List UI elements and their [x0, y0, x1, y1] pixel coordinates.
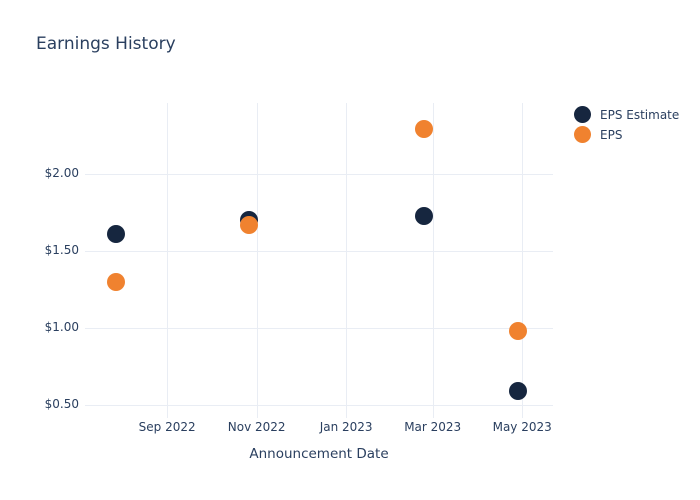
data-point-eps-estimate[interactable] [508, 382, 527, 401]
x-gridline [167, 103, 169, 418]
data-point-eps[interactable] [414, 120, 433, 139]
y-gridline [85, 404, 553, 406]
y-tick-label: $1.50 [44, 243, 79, 258]
data-point-eps[interactable] [240, 215, 259, 234]
y-gridline [85, 327, 553, 329]
legend: EPS Estimate EPS [574, 106, 679, 146]
plot-area [85, 103, 553, 418]
data-point-eps[interactable] [508, 322, 527, 340]
data-point-eps-estimate[interactable] [414, 206, 433, 225]
legend-item-eps[interactable]: EPS [574, 126, 679, 143]
x-tick-label: Nov 2022 [227, 420, 286, 434]
eps-swatch-icon [574, 126, 591, 143]
x-axis-title: Announcement Date [249, 446, 389, 462]
legend-label-eps-estimate: EPS Estimate [600, 107, 680, 122]
y-gridline [85, 173, 553, 175]
x-tick-label: Sep 2022 [138, 420, 196, 434]
x-gridline [256, 103, 258, 418]
x-tick-label: May 2023 [492, 420, 552, 434]
y-tick-label: $1.00 [44, 320, 79, 335]
x-tick-label: Mar 2023 [404, 420, 462, 434]
x-gridline [432, 103, 434, 418]
chart-title: Earnings History [36, 34, 176, 54]
data-point-eps[interactable] [106, 272, 125, 291]
eps-estimate-swatch-icon [574, 106, 591, 123]
legend-item-eps-estimate[interactable]: EPS Estimate [574, 106, 679, 123]
x-tick-label: Jan 2023 [319, 420, 373, 434]
y-gridline [85, 250, 553, 252]
x-gridline [522, 103, 524, 418]
legend-label-eps: EPS [600, 127, 623, 142]
y-tick-label: $0.50 [44, 397, 79, 412]
data-point-eps-estimate[interactable] [106, 225, 125, 244]
y-tick-label: $2.00 [44, 166, 79, 181]
x-gridline [346, 103, 348, 418]
